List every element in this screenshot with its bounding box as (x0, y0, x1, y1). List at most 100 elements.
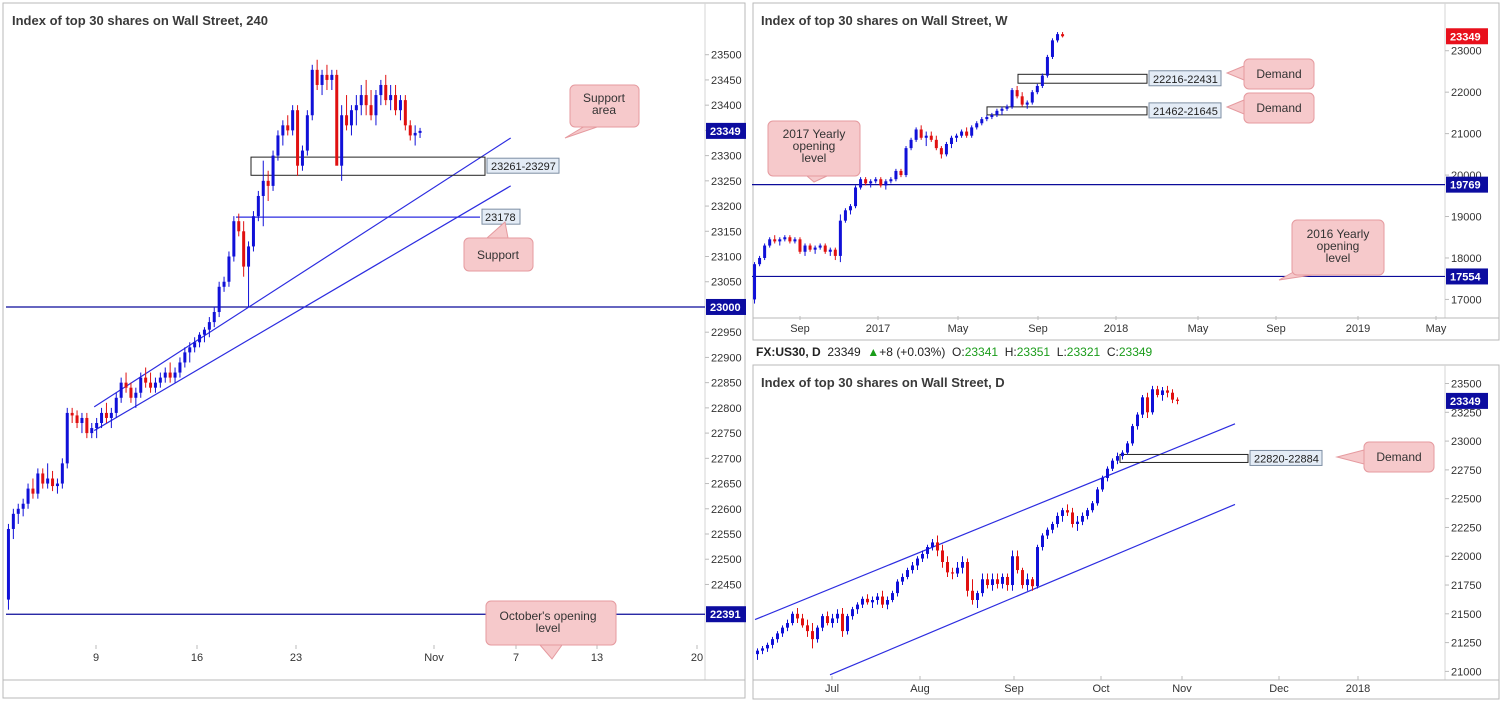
zone-label: 22820-22884 (1254, 453, 1319, 465)
callout-support: Support (463, 221, 534, 272)
x-tick-label: Oct (1092, 683, 1109, 695)
y-tick-label: 23500 (711, 50, 742, 62)
callout-demand-daily: Demand (1335, 441, 1435, 473)
candle-body (891, 593, 894, 600)
candle-body (768, 239, 772, 246)
x-tick-label: May (948, 323, 969, 335)
candle-body (960, 131, 964, 136)
zone-label: 21462-21645 (1153, 106, 1218, 118)
candle-body (1031, 579, 1034, 587)
candle-body (139, 377, 143, 393)
candle-body (109, 412, 113, 418)
callout-text: 2016 Yearly (1307, 227, 1370, 241)
candle-body (904, 148, 908, 176)
callout-box (463, 237, 534, 272)
support-label-box (481, 208, 521, 225)
candle-body (286, 125, 290, 131)
level-tag (1446, 268, 1488, 285)
callout-box (485, 600, 617, 646)
candle-body (178, 362, 182, 373)
candle-body (60, 463, 64, 484)
candle-body (1126, 443, 1129, 453)
symbol-name[interactable]: FX:US30, D (756, 345, 821, 359)
candle-body (916, 558, 919, 566)
x-tick-label: 7 (513, 652, 519, 664)
channel-line (93, 137, 512, 408)
candle-body (1020, 96, 1024, 105)
candle-body (1061, 34, 1065, 37)
h4-title: Index of top 30 shares on Wall Street, 2… (12, 13, 268, 28)
candle-body (841, 613, 844, 632)
candle-body (1011, 556, 1014, 586)
candle-body (251, 216, 255, 247)
y-tick-label: 23500 (1451, 379, 1482, 391)
candle-body (821, 616, 824, 628)
y-tick-label: 23000 (1451, 46, 1482, 58)
low-label: L: (1056, 345, 1067, 359)
y-tick-label: 22800 (711, 403, 742, 415)
candle-body (823, 245, 827, 252)
candle-body (173, 372, 177, 378)
y-tick-label: 22700 (711, 453, 742, 465)
candle-body (1091, 503, 1094, 511)
callout-demand-2: Demand (1225, 92, 1315, 124)
weekly-chart[interactable]: Index of top 30 shares on Wall Street, W… (752, 0, 1501, 342)
candle-body (985, 117, 989, 120)
candle-body (104, 412, 108, 418)
candle-body (1146, 397, 1149, 413)
candle-body (85, 417, 89, 434)
candle-body (335, 74, 339, 166)
y-tick-label: 22550 (711, 529, 742, 541)
candle-body (212, 312, 216, 323)
candle-body (80, 417, 84, 424)
candle-body (1025, 102, 1029, 105)
x-tick-label: Sep (1266, 323, 1286, 335)
x-tick-label: Dec (1269, 683, 1289, 695)
channel-line (754, 423, 1236, 621)
candle-body (261, 180, 265, 196)
candle-body (783, 237, 787, 240)
candle-body (899, 170, 903, 176)
candle-body (961, 562, 964, 568)
candle-body (941, 550, 944, 562)
last-price: 23349 (827, 345, 861, 359)
x-tick-label: 2017 (866, 323, 890, 335)
candle-body (864, 179, 868, 184)
candle-body (46, 478, 50, 484)
candle-body (198, 334, 202, 343)
candle-body (1096, 489, 1099, 504)
x-tick-label: 2019 (1346, 323, 1370, 335)
candle-body (884, 181, 888, 186)
y-tick-label: 23400 (711, 100, 742, 112)
candle-body (90, 428, 94, 434)
y-tick-label: 22500 (711, 554, 742, 566)
daily-chart[interactable]: Index of top 30 shares on Wall Street, D… (752, 364, 1501, 701)
candle-body (374, 95, 378, 116)
candle-body (354, 105, 358, 111)
candle-body (65, 412, 69, 464)
x-tick-label: 13 (591, 652, 603, 664)
callout-box (569, 84, 640, 128)
callout-text: level (1326, 251, 1351, 265)
candle-body (803, 245, 807, 252)
y-tick-label: 23250 (1451, 407, 1482, 419)
x-tick-label: 2018 (1346, 683, 1370, 695)
candle-body (168, 372, 172, 378)
candle-body (163, 372, 167, 378)
candle-body (896, 581, 899, 594)
h4-chart[interactable]: Index of top 30 shares on Wall Street, 2… (0, 0, 748, 701)
candle-body (881, 596, 884, 605)
candle-body (919, 129, 923, 138)
candle-body (1036, 547, 1039, 587)
candle-body (183, 352, 187, 363)
y-tick-label: 21500 (1451, 609, 1482, 621)
candle-body (291, 110, 295, 131)
candle-body (364, 95, 368, 106)
level-tag-label: 23000 (710, 302, 741, 314)
candle-body (247, 246, 251, 267)
y-tick-label: 23250 (711, 176, 742, 188)
y-tick-label: 22750 (1451, 465, 1482, 477)
candle-body (949, 137, 953, 144)
